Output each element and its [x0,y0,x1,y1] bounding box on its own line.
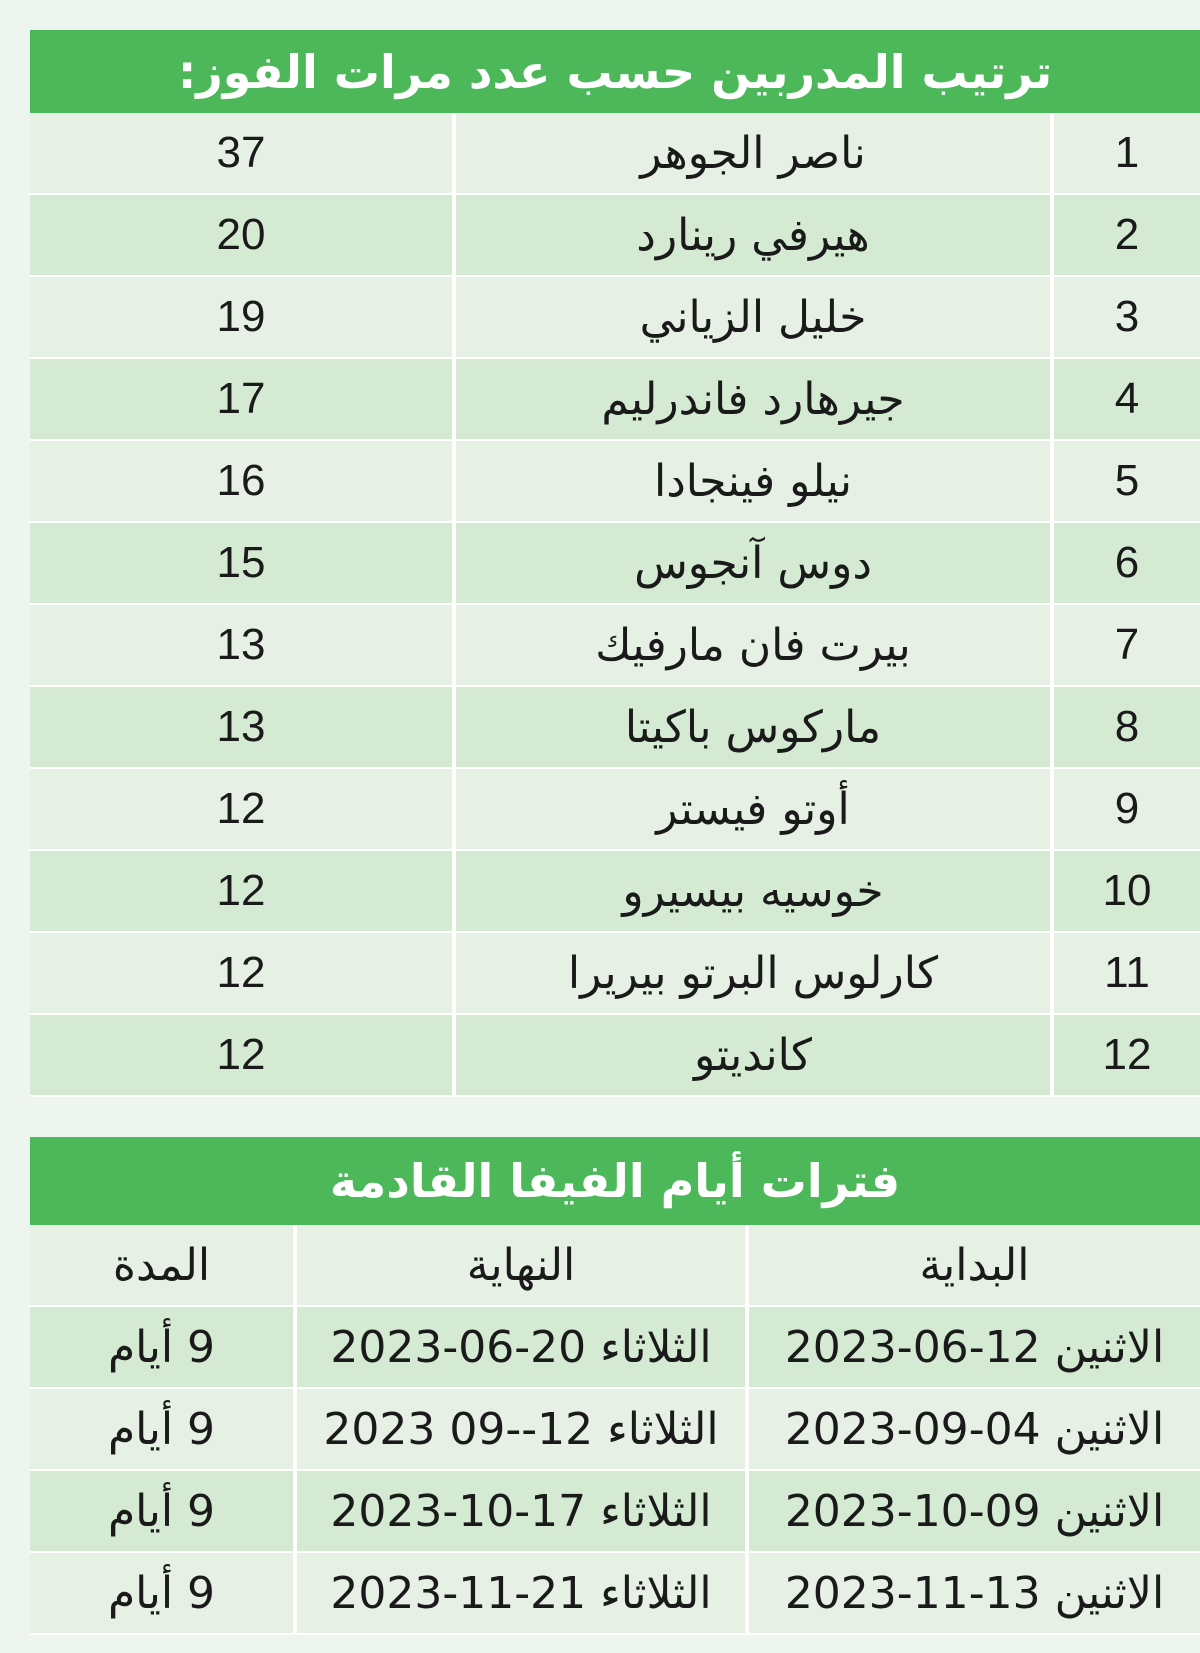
column-header-duration: المدة [30,1225,295,1307]
coach-wins-cell: 13 [30,604,454,687]
end-date-cell: الثلاثاء 20-06-2023 [293,1306,747,1389]
end-date-cell: الثلاثاء 12--09 2023 [293,1388,747,1471]
coach-wins-cell: 13 [30,686,454,769]
fifa-days-header-row: البداية النهاية المدة [30,1225,1200,1307]
coach-wins-cell: 17 [30,358,454,441]
coach-rank-cell: 12 [1050,1014,1200,1097]
coach-row: 4 جيرهارد فاندرليم 17 [30,358,1200,441]
coach-row: 7 بيرت فان مارفيك 13 [30,604,1200,687]
coach-row: 1 ناصر الجوهر 37 [30,113,1200,195]
coach-name-cell: نيلو فينجادا [452,440,1052,523]
coach-row: 3 خليل الزياني 19 [30,276,1200,359]
coach-row: 6 دوس آنجوس 15 [30,522,1200,605]
coach-name-cell: هيرفي رينارد [452,194,1052,277]
column-header-end: النهاية [293,1225,747,1307]
fifa-days-section: فترات أيام الفيفا القادمة البداية النهاي… [30,1137,1200,1635]
coach-wins-cell: 12 [30,932,454,1015]
coach-row: 11 كارلوس البرتو بيريرا 12 [30,932,1200,1015]
coach-rank-cell: 5 [1050,440,1200,523]
coach-name-cell: خليل الزياني [452,276,1052,359]
coach-rank-cell: 4 [1050,358,1200,441]
coach-rank-cell: 9 [1050,768,1200,851]
coach-wins-cell: 12 [30,768,454,851]
duration-cell: 9 أيام [30,1306,295,1389]
column-header-start: البداية [745,1225,1200,1307]
coach-row: 5 نيلو فينجادا 16 [30,440,1200,523]
coach-name-cell: ماركوس باكيتا [452,686,1052,769]
duration-cell: 9 أيام [30,1552,295,1635]
coach-rank-cell: 8 [1050,686,1200,769]
fifa-days-row: الاثنين 09-10-2023 الثلاثاء 17-10-2023 9 أ… [30,1470,1200,1553]
fifa-days-title: فترات أيام الفيفا القادمة [30,1137,1200,1225]
coach-rank-cell: 10 [1050,850,1200,933]
coaches-ranking-section: ترتيب المدربين حسب عدد مرات الفوز: 1 ناصر… [30,30,1200,1097]
coach-name-cell: خوسيه بيسيرو [452,850,1052,933]
coach-row: 12 كانديتو 12 [30,1014,1200,1097]
coach-wins-cell: 20 [30,194,454,277]
end-date-cell: الثلاثاء 17-10-2023 [293,1470,747,1553]
coach-row: 9 أوتو فيستر 12 [30,768,1200,851]
start-date-cell: الاثنين 12-06-2023 [745,1306,1200,1389]
coach-name-cell: دوس آنجوس [452,522,1052,605]
start-date-cell: الاثنين 04-09-2023 [745,1388,1200,1471]
coach-rank-cell: 2 [1050,194,1200,277]
coaches-table-body: 1 ناصر الجوهر 37 2 هيرفي رينارد 20 3 خليل الزيا… [30,113,1200,1097]
coach-name-cell: كانديتو [452,1014,1052,1097]
start-date-cell: الاثنين 13-11-2023 [745,1552,1200,1635]
coach-name-cell: ناصر الجوهر [452,113,1052,195]
fifa-days-table-body: البداية النهاية المدة الاثنين 12-06-2023… [30,1225,1200,1635]
coach-name-cell: كارلوس البرتو بيريرا [452,932,1052,1015]
coach-rank-cell: 11 [1050,932,1200,1015]
coach-name-cell: أوتو فيستر [452,768,1052,851]
coach-wins-cell: 15 [30,522,454,605]
coach-rank-cell: 6 [1050,522,1200,605]
fifa-days-table: البداية النهاية المدة الاثنين 12-06-2023… [30,1225,1200,1635]
coach-wins-cell: 12 [30,1014,454,1097]
coach-row: 2 هيرفي رينارد 20 [30,194,1200,277]
coaches-ranking-title: ترتيب المدربين حسب عدد مرات الفوز: [30,30,1200,113]
fifa-days-row: الاثنين 04-09-2023 الثلاثاء 12--09 2023 9 … [30,1388,1200,1471]
coach-wins-cell: 16 [30,440,454,523]
coach-wins-cell: 12 [30,850,454,933]
duration-cell: 9 أيام [30,1388,295,1471]
start-date-cell: الاثنين 09-10-2023 [745,1470,1200,1553]
coach-rank-cell: 7 [1050,604,1200,687]
coach-rank-cell: 1 [1050,113,1200,195]
end-date-cell: الثلاثاء 21-11-2023 [293,1552,747,1635]
fifa-days-row: الاثنين 12-06-2023 الثلاثاء 20-06-2023 9 أ… [30,1306,1200,1389]
coach-row: 10 خوسيه بيسيرو 12 [30,850,1200,933]
coaches-ranking-table: 1 ناصر الجوهر 37 2 هيرفي رينارد 20 3 خليل الزيا… [30,113,1200,1097]
coach-wins-cell: 19 [30,276,454,359]
coach-name-cell: بيرت فان مارفيك [452,604,1052,687]
duration-cell: 9 أيام [30,1470,295,1553]
coach-rank-cell: 3 [1050,276,1200,359]
coach-name-cell: جيرهارد فاندرليم [452,358,1052,441]
coach-row: 8 ماركوس باكيتا 13 [30,686,1200,769]
fifa-days-row: الاثنين 13-11-2023 الثلاثاء 21-11-2023 9 أ… [30,1552,1200,1635]
coach-wins-cell: 37 [30,113,454,195]
